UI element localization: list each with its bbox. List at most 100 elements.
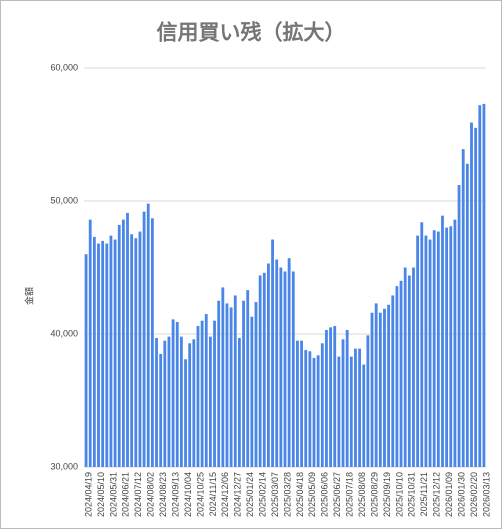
- x-tick-label: 2025/11/21: [419, 472, 429, 516]
- x-tick-label: 2025/06/27: [332, 472, 342, 517]
- bar: [395, 286, 399, 467]
- bar: [179, 336, 183, 467]
- bar: [113, 239, 117, 467]
- x-tick-label: 2025/08/08: [357, 472, 367, 517]
- bar: [383, 308, 386, 467]
- x-tick-label: 2025/03/07: [270, 472, 280, 517]
- y-axis-label: 金額: [23, 287, 34, 305]
- bar: [204, 314, 208, 467]
- bar: [432, 230, 436, 467]
- x-tick-label: 2024/05/31: [108, 472, 118, 517]
- x-tick-label: 2025/10/10: [394, 472, 404, 517]
- bar: [121, 219, 125, 467]
- bar: [167, 336, 171, 467]
- bar: [366, 335, 370, 467]
- bar: [221, 287, 225, 467]
- bar: [304, 349, 308, 467]
- x-tick-label: 2024/08/02: [146, 472, 156, 517]
- bar: [312, 357, 316, 467]
- chart-title: 信用買い残（拡大）: [157, 21, 346, 45]
- bar: [242, 300, 245, 467]
- bar: [424, 235, 428, 467]
- x-tick-label: 2025/03/28: [282, 472, 292, 517]
- bar: [150, 218, 154, 467]
- bar: [217, 300, 221, 467]
- bar: [146, 203, 150, 467]
- y-tick-label: 60,000: [50, 62, 78, 72]
- x-tick-label: 2025/10/31: [407, 472, 417, 517]
- x-tick-label: 2024/08/23: [158, 472, 168, 517]
- bar: [296, 340, 299, 467]
- bar: [134, 238, 138, 467]
- bar: [457, 185, 461, 468]
- bar: [399, 280, 403, 467]
- bar: [403, 267, 407, 467]
- bar: [341, 339, 345, 467]
- bar: [254, 302, 258, 467]
- bar: [258, 275, 262, 467]
- bar: [130, 234, 134, 467]
- bar: [387, 304, 391, 467]
- x-tick-label: 2026/03/13: [481, 472, 491, 517]
- bar: [329, 327, 332, 467]
- bar: [97, 243, 100, 467]
- bar: [109, 235, 113, 467]
- bar: [159, 353, 163, 467]
- bar: [416, 235, 420, 467]
- bar: [196, 326, 200, 467]
- x-tick-label: 2025/12/12: [432, 472, 442, 517]
- bar: [453, 219, 457, 467]
- bar: [358, 348, 362, 467]
- bar: [291, 271, 295, 467]
- bar: [271, 239, 274, 467]
- bar: [362, 364, 366, 467]
- x-tick-label: 2024/12/06: [220, 472, 230, 517]
- bar: [316, 355, 320, 467]
- x-tick-label: 2024/11/15: [208, 472, 218, 516]
- bar: [275, 259, 279, 467]
- bar: [354, 348, 357, 467]
- bar: [262, 272, 266, 467]
- bar: [465, 163, 469, 467]
- bar: [333, 326, 337, 467]
- x-tick-label: 2024/06/21: [121, 472, 131, 517]
- bar: [117, 224, 121, 467]
- x-tick-label: 2025/07/18: [345, 472, 355, 517]
- bar: [300, 340, 303, 467]
- bar: [126, 212, 129, 467]
- bar: [200, 320, 204, 467]
- bar: [441, 215, 444, 467]
- x-tick-label: 2025/05/09: [307, 472, 317, 517]
- bar: [461, 149, 465, 467]
- x-tick-label: 2025/02/14: [258, 472, 268, 517]
- x-tick-label: 2024/04/19: [83, 472, 93, 517]
- bar: [337, 356, 341, 467]
- bar: [279, 267, 283, 467]
- bar: [142, 211, 146, 467]
- bar: [283, 271, 287, 467]
- bar: [436, 231, 440, 467]
- x-tick-label: 2025/04/18: [295, 472, 305, 517]
- bar: [233, 295, 237, 467]
- bar: [428, 239, 432, 467]
- bar: [250, 316, 254, 467]
- x-tick-label: 2024/07/12: [133, 472, 143, 517]
- bar: [208, 336, 212, 467]
- bar: [192, 339, 196, 467]
- bar: [470, 122, 473, 467]
- bar: [101, 240, 105, 467]
- x-tick-label: 2025/08/29: [369, 472, 379, 517]
- y-tick-label: 40,000: [50, 328, 78, 338]
- bar: [246, 290, 250, 467]
- bar: [325, 330, 328, 467]
- y-tick-label: 50,000: [50, 195, 78, 205]
- bar: [155, 337, 158, 467]
- bar: [171, 319, 175, 467]
- x-tick-label: 2025/09/19: [382, 472, 392, 517]
- x-tick-label: 2024/10/25: [195, 472, 205, 517]
- bar: [308, 351, 312, 467]
- x-tick-label: 2024/05/10: [96, 472, 106, 517]
- bar: [345, 330, 349, 467]
- x-tick-label: 2024/09/13: [170, 472, 180, 517]
